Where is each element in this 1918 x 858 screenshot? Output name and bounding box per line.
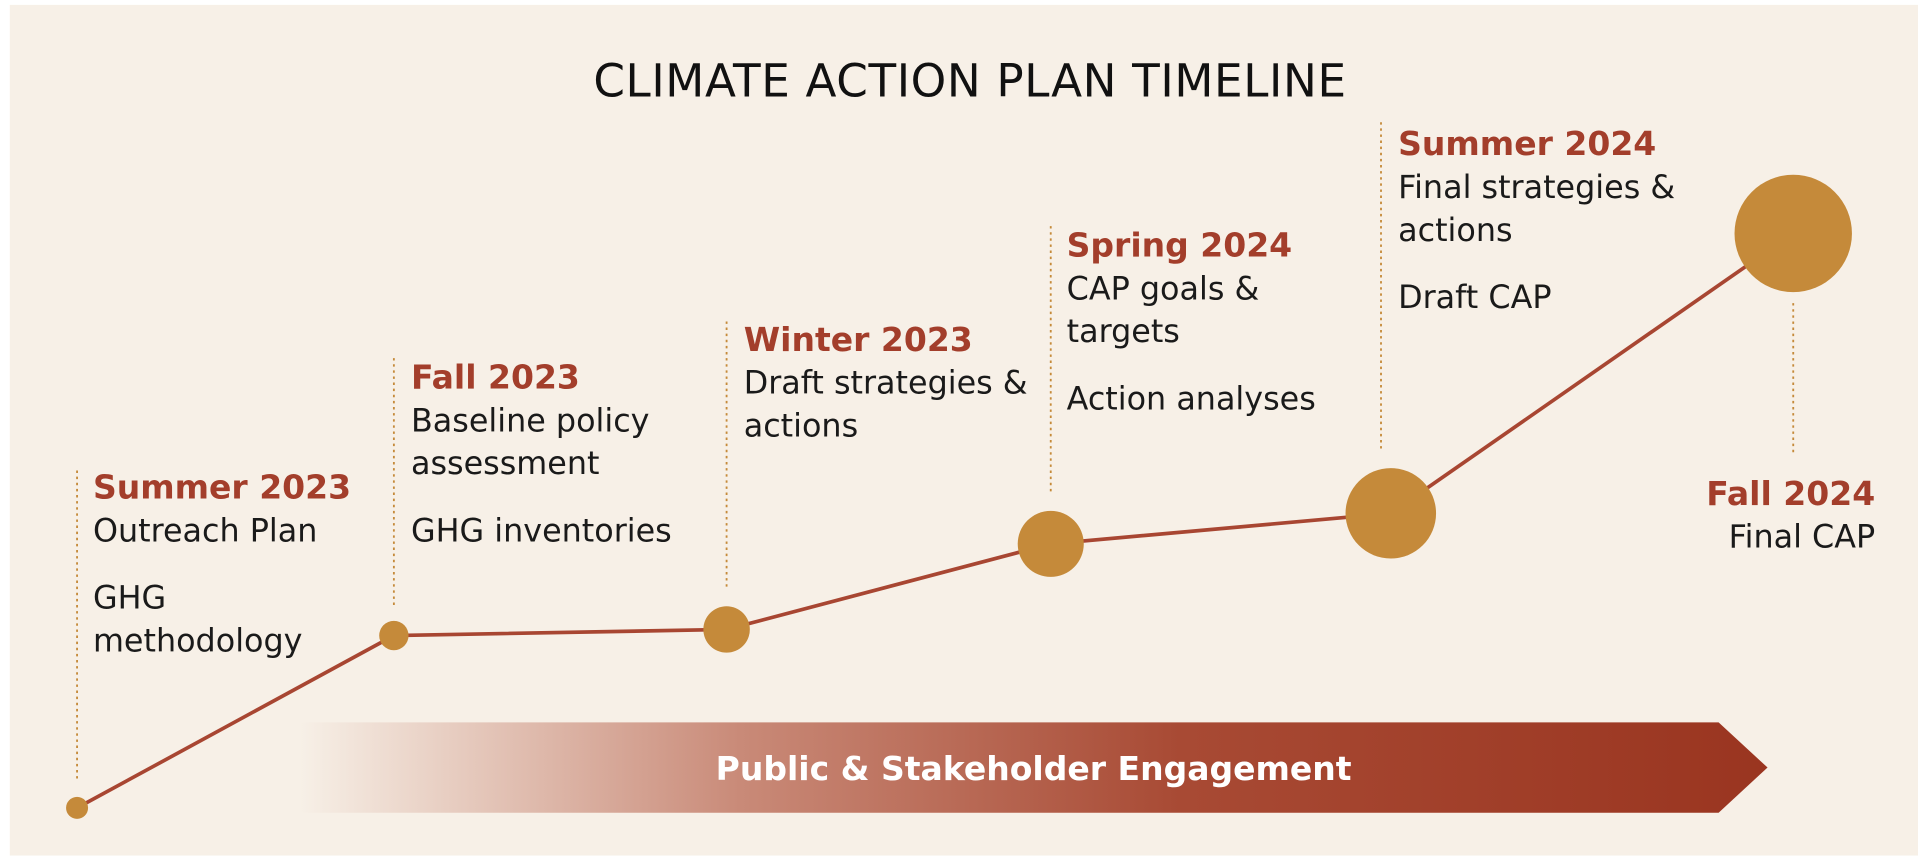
milestone-dot: [66, 796, 89, 819]
timeline: Summer 2023 Outreach Plan GHG methodology Fa…: [66, 122, 1875, 819]
season-label: Fall 2023: [411, 358, 580, 397]
season-label: Summer 2024: [1398, 124, 1656, 163]
milestone-item: GHG: [93, 580, 166, 617]
season-label: Spring 2024: [1067, 226, 1293, 265]
milestone-item: CAP goals &: [1067, 270, 1260, 307]
milestone-item: targets: [1067, 313, 1180, 350]
milestone-item: Draft strategies &: [744, 365, 1028, 402]
milestone-item: Action analyses: [1067, 380, 1316, 417]
season-label: Summer 2023: [93, 468, 351, 507]
title: CLIMATE ACTION PLAN TIMELINE: [593, 55, 1346, 108]
milestone-dot: [1345, 468, 1437, 559]
milestone-item: Final CAP: [1729, 519, 1876, 556]
milestone-dot: [703, 606, 750, 653]
milestone-dot: [379, 620, 409, 651]
banner-text: Public & Stakeholder Engagement: [716, 749, 1352, 788]
timeline-line: [76, 231, 1795, 810]
milestone-item: actions: [1398, 212, 1512, 249]
milestone-item: Final strategies &: [1398, 169, 1675, 206]
milestone-item: Draft CAP: [1398, 279, 1551, 316]
milestone-item: Baseline policy: [411, 402, 650, 439]
milestone-item: GHG inventories: [411, 512, 672, 549]
background: [9, 4, 1918, 856]
milestone-item: actions: [744, 407, 858, 444]
milestone-dot: [1734, 174, 1852, 293]
engagement-banner: [299, 722, 1768, 813]
milestone-item: Outreach Plan: [93, 512, 317, 549]
milestone-dot: [1017, 510, 1084, 577]
season-label: Fall 2024: [1706, 474, 1875, 513]
milestone-item: assessment: [411, 445, 599, 482]
milestone-item: methodology: [93, 622, 303, 659]
season-label: Winter 2023: [744, 320, 973, 359]
